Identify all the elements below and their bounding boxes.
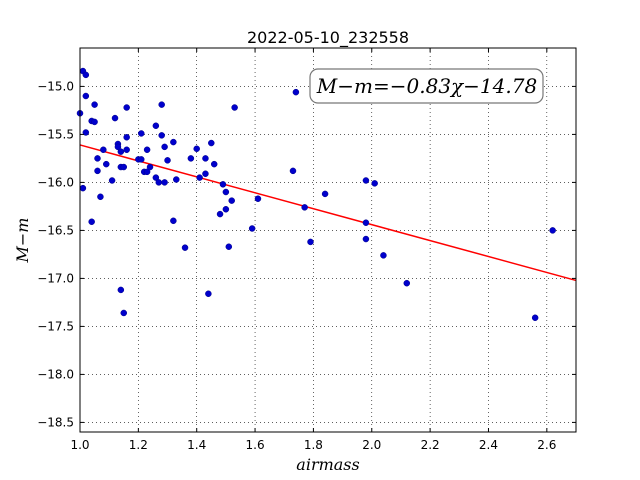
data-point — [82, 92, 90, 100]
data-point — [114, 143, 122, 151]
fit-line — [79, 144, 577, 282]
data-point — [254, 195, 262, 202]
y-tick-label: −17.0 — [37, 271, 74, 285]
data-point — [170, 217, 177, 225]
data-point — [362, 177, 370, 184]
data-point — [292, 88, 300, 96]
data-point — [362, 235, 370, 243]
ticks — [79, 48, 576, 432]
data-point — [138, 130, 145, 137]
data-point — [94, 167, 101, 175]
data-point — [225, 243, 233, 250]
data-point — [531, 314, 539, 322]
data-point — [193, 145, 200, 153]
fit-annotation: M−m=−0.83χ−14.78 — [309, 68, 544, 104]
data-point — [152, 122, 160, 130]
x-tick-label: 1.8 — [304, 438, 323, 452]
data-point — [103, 160, 110, 168]
data-point — [205, 290, 212, 298]
data-point — [120, 309, 128, 317]
y-axis-label: M−m — [13, 218, 32, 264]
chart-title: 2022-05-10_232558 — [247, 28, 409, 48]
data-point — [380, 252, 387, 259]
plot-frame — [79, 47, 577, 433]
fit-equation: M−m=−0.83χ−14.78 — [316, 74, 537, 98]
y-tick-label: −16.5 — [37, 223, 74, 237]
data-point — [143, 146, 151, 154]
data-point — [123, 146, 130, 154]
data-point — [152, 174, 160, 181]
data-point — [123, 104, 130, 111]
data-point — [219, 181, 227, 188]
data-point — [161, 143, 168, 151]
data-point — [216, 210, 224, 218]
data-point — [362, 219, 370, 226]
data-point — [161, 179, 168, 186]
data-point — [187, 155, 195, 162]
x-tick-label: 2.0 — [362, 438, 381, 452]
data-point — [173, 176, 180, 183]
y-tick-label: −15.5 — [37, 127, 74, 141]
data-point — [321, 190, 329, 198]
data-points — [76, 67, 556, 322]
data-point — [82, 129, 90, 136]
data-point — [248, 225, 256, 232]
y-tick-label: −18.5 — [37, 415, 74, 429]
x-tick-label: 2.2 — [421, 438, 440, 452]
data-point — [170, 138, 177, 146]
grid — [79, 48, 576, 432]
data-point — [97, 193, 104, 201]
data-point — [228, 197, 235, 204]
data-point — [210, 160, 218, 168]
data-point — [111, 114, 119, 122]
data-point — [158, 132, 165, 139]
data-point — [158, 101, 165, 108]
x-tick-label: 1.2 — [129, 438, 148, 452]
data-point — [549, 227, 556, 234]
data-point — [100, 146, 107, 154]
data-point — [202, 155, 209, 162]
y-tick-label: −17.5 — [37, 319, 74, 333]
x-tick-label: 1.6 — [246, 438, 265, 452]
tick-labels: 1.0 1.2 1.4 1.6 1.8 2.0 2.2 2.4 2.6 −15.0 −15.5 −16… — [37, 79, 556, 452]
data-point — [117, 286, 125, 294]
annotation-box — [309, 68, 544, 104]
data-point — [123, 134, 130, 141]
y-tick-label: −18.0 — [37, 367, 74, 381]
data-point — [301, 204, 308, 211]
data-point — [222, 206, 230, 213]
data-point — [222, 188, 230, 196]
data-point — [88, 218, 95, 226]
y-tick-label: −15.0 — [37, 79, 74, 93]
x-tick-label: 2.6 — [537, 438, 556, 452]
data-point — [117, 148, 125, 155]
data-point — [202, 170, 209, 178]
data-point — [143, 168, 151, 176]
data-point — [307, 238, 314, 246]
data-point — [231, 104, 238, 111]
data-point — [155, 179, 163, 186]
data-point — [82, 71, 90, 79]
x-tick-label: 1.0 — [70, 438, 89, 452]
data-point — [403, 279, 411, 287]
data-point — [196, 174, 203, 181]
data-point — [79, 184, 87, 192]
data-point — [91, 101, 98, 108]
data-point — [94, 155, 101, 162]
data-point — [120, 163, 128, 171]
data-point — [146, 163, 154, 171]
x-axis-label: airmass — [296, 455, 359, 474]
data-point — [208, 139, 215, 147]
data-point — [91, 118, 98, 126]
y-tick-label: −16.0 — [37, 175, 74, 189]
data-point — [108, 177, 116, 184]
x-tick-label: 1.4 — [187, 438, 206, 452]
data-point — [138, 156, 145, 163]
data-point — [289, 167, 297, 175]
data-point — [181, 244, 189, 251]
x-tick-label: 2.4 — [479, 438, 498, 452]
data-point — [371, 180, 378, 187]
data-point — [164, 157, 171, 164]
